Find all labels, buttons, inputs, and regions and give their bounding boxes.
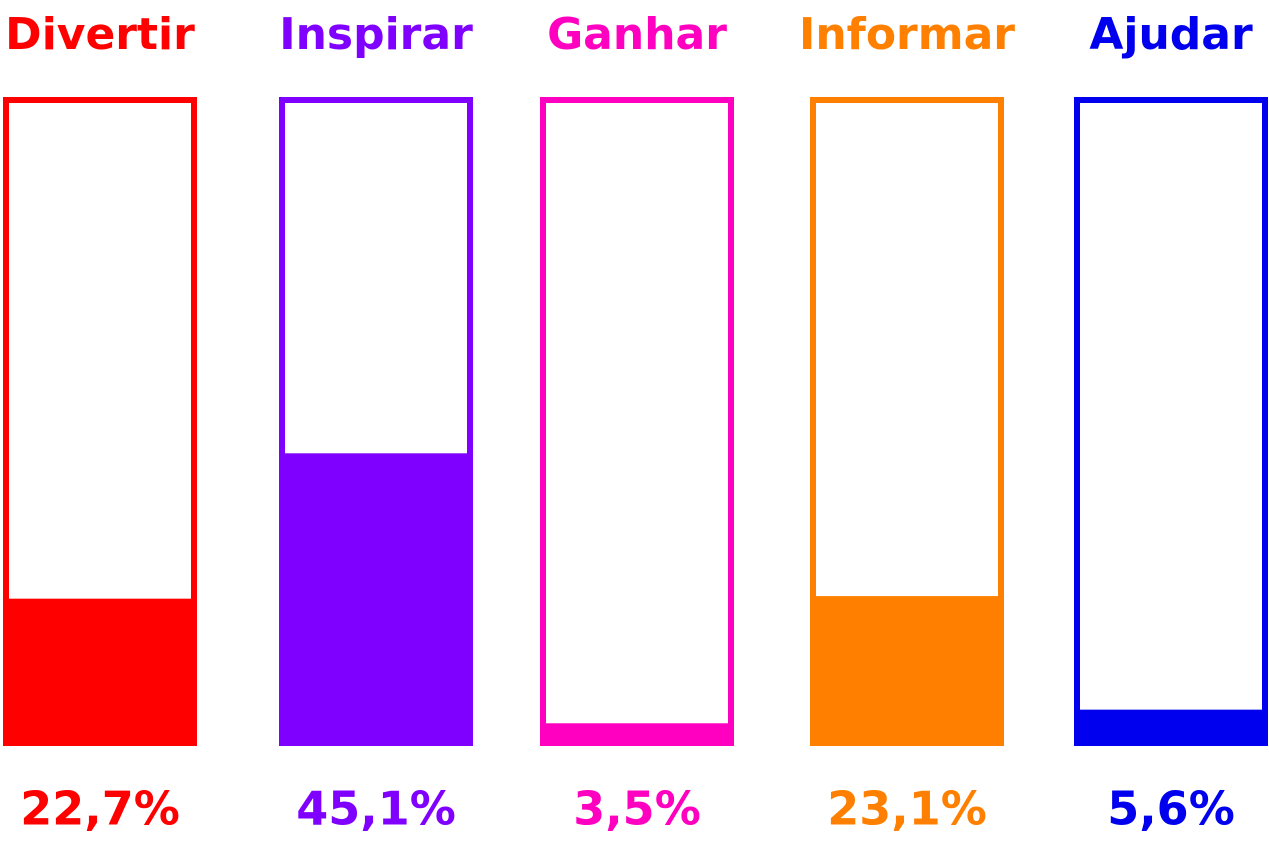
value-label: 5,6% <box>1107 782 1235 836</box>
category-label: Inspirar <box>279 9 473 60</box>
value-label: 45,1% <box>296 782 456 836</box>
value-label: 23,1% <box>827 782 987 836</box>
category-label: Divertir <box>5 9 195 60</box>
bar <box>279 453 473 746</box>
value-label: 22,7% <box>20 782 180 836</box>
bar-container <box>540 97 734 746</box>
category-label: Informar <box>799 9 1015 60</box>
bar-container <box>1074 97 1268 746</box>
category-label: Ganhar <box>547 9 727 60</box>
category-label: Ajudar <box>1089 9 1253 60</box>
bar <box>810 596 1004 746</box>
value-label: 3,5% <box>573 782 701 836</box>
bar <box>1074 709 1268 746</box>
bar <box>540 723 734 746</box>
bar <box>3 598 197 746</box>
